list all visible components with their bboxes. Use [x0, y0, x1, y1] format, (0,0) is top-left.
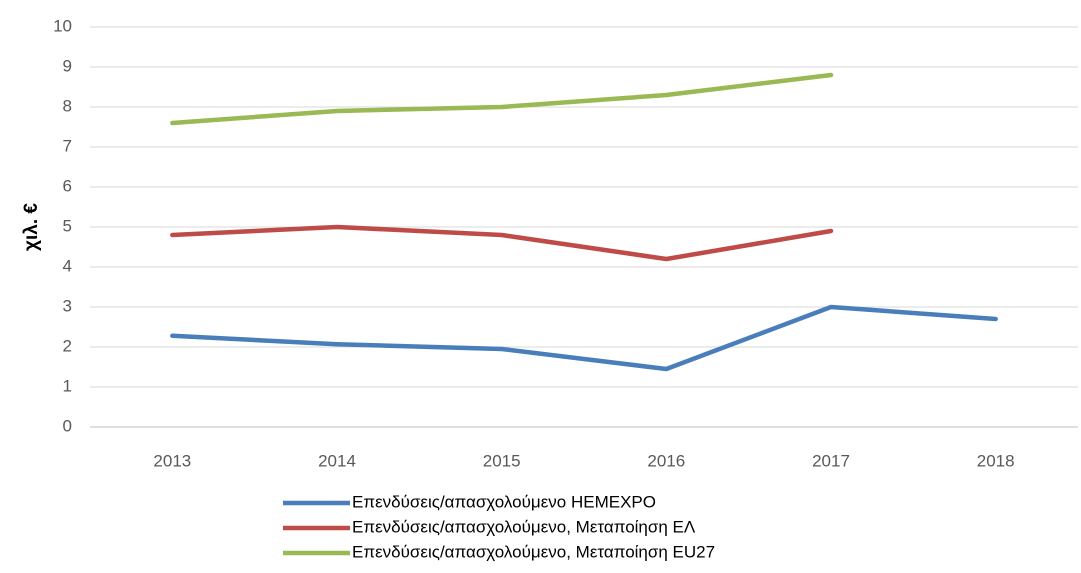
x-tick-label: 2014 [318, 451, 356, 470]
line-series [170, 72, 834, 126]
line-series [170, 224, 834, 262]
x-tick-label: 2013 [153, 451, 191, 470]
legend-label: Επενδύσεις/απασχολούμενο, Μεταποίηση EU2… [352, 542, 715, 561]
y-tick-label: 7 [63, 136, 72, 155]
y-tick-label: 2 [63, 336, 72, 355]
y-tick-label: 1 [63, 376, 72, 395]
legend-label: Επενδύσεις/απασχολούμενο HEMEXPO [352, 492, 656, 511]
x-tick-label: 2016 [647, 451, 685, 470]
y-tick-label: 0 [63, 416, 72, 435]
y-tick-label: 8 [63, 96, 72, 115]
x-tick-label: 2015 [483, 451, 521, 470]
y-tick-label: 4 [63, 256, 72, 275]
y-tick-label: 6 [63, 176, 72, 195]
y-axis-title: χιλ. € [21, 203, 42, 251]
x-tick-label: 2018 [977, 451, 1015, 470]
y-tick-label: 5 [63, 216, 72, 235]
y-tick-label: 10 [53, 16, 72, 35]
line-series [170, 304, 998, 372]
legend-label: Επενδύσεις/απασχολούμενο, Μεταποίηση ΕΛ [352, 517, 696, 536]
y-tick-label: 3 [63, 296, 72, 315]
x-tick-label: 2017 [812, 451, 850, 470]
y-tick-label: 9 [63, 56, 72, 75]
